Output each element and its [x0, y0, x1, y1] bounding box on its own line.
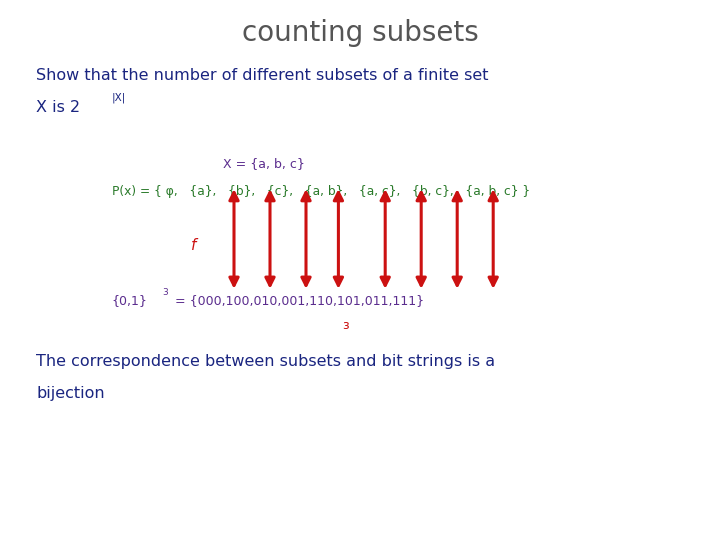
Text: bijection: bijection — [36, 386, 104, 401]
Text: f: f — [191, 238, 196, 253]
Text: 3: 3 — [162, 288, 168, 297]
Text: P(x) = { φ,   {a},   {b},   {c},   {a, b},   {a, c},   {b, c},   {a, b, c} }: P(x) = { φ, {a}, {b}, {c}, {a, b}, {a, c… — [112, 185, 530, 198]
Text: Show that the number of different subsets of a finite set: Show that the number of different subset… — [36, 68, 488, 83]
Text: |X|: |X| — [112, 93, 126, 103]
Text: {0,1}: {0,1} — [112, 294, 148, 307]
Text: counting subsets: counting subsets — [242, 19, 478, 47]
Text: X is 2: X is 2 — [36, 100, 80, 115]
Text: The correspondence between subsets and bit strings is a: The correspondence between subsets and b… — [36, 354, 495, 369]
Text: X = {a, b, c}: X = {a, b, c} — [223, 157, 305, 170]
Text: з: з — [342, 319, 349, 332]
Text: = {000,100,010,001,110,101,011,111}: = {000,100,010,001,110,101,011,111} — [171, 294, 424, 307]
